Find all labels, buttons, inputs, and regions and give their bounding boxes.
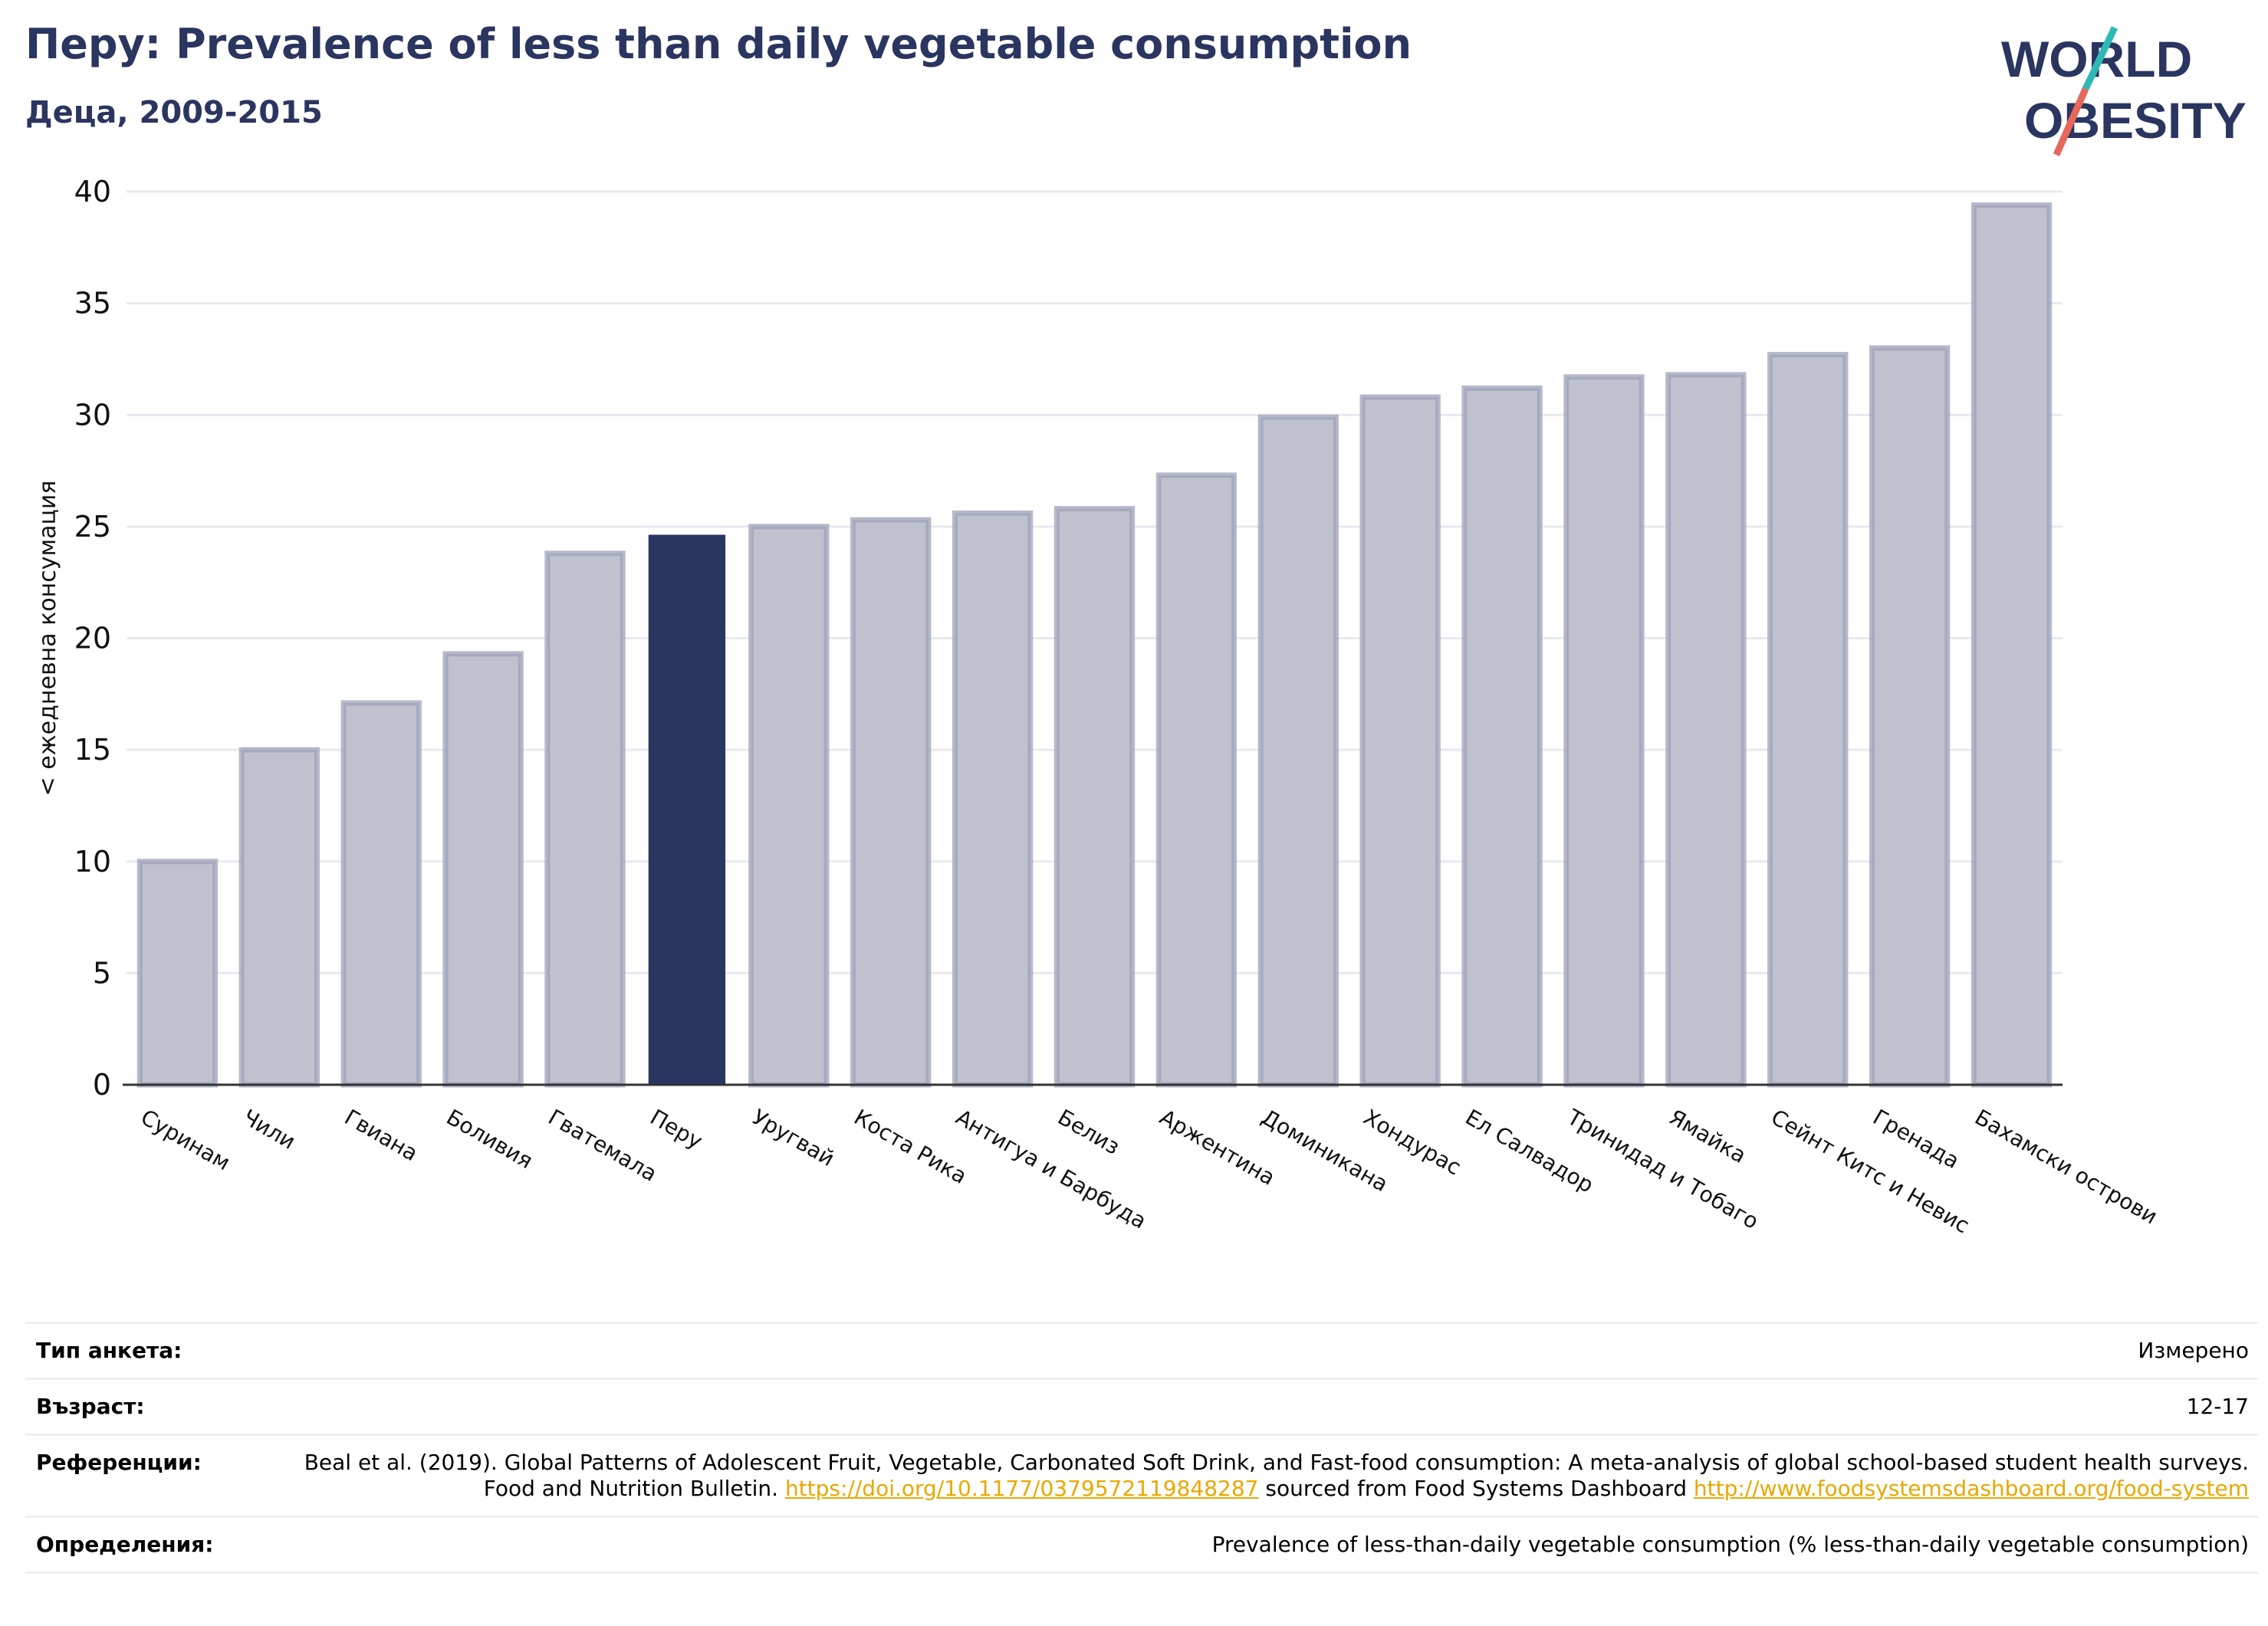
y-tick-label: 25 <box>74 510 111 544</box>
metadata-value-text: sourced from Food Systems Dashboard <box>1258 1476 1694 1501</box>
x-tick-label: Гватемала <box>544 1104 662 1186</box>
x-tick-label: Коста Рика <box>850 1104 971 1189</box>
x-tick-label: Боливия <box>442 1104 537 1174</box>
bar <box>136 859 219 1088</box>
y-tick-label: 0 <box>93 1068 111 1102</box>
metadata-value-text: Beal et al. (2019). Global Patterns of A… <box>304 1450 2249 1501</box>
metadata-label: Определения: <box>36 1532 214 1557</box>
bar <box>1359 394 1441 1088</box>
bar <box>1665 372 1747 1088</box>
y-tick-label: 40 <box>74 175 111 209</box>
bar-highlighted <box>648 534 726 1086</box>
metadata-value: 12-17 <box>2187 1394 2249 1420</box>
bar <box>1155 472 1238 1088</box>
bar <box>1461 385 1543 1088</box>
bar <box>340 700 422 1088</box>
y-tick-label: 15 <box>74 733 111 767</box>
y-axis-label: < ежедневна консумация <box>35 481 61 797</box>
x-tick-label: Суринам <box>136 1104 235 1175</box>
metadata-value: Beal et al. (2019). Global Patterns of A… <box>266 1450 2249 1502</box>
bar <box>238 747 320 1088</box>
bar <box>1971 202 2053 1088</box>
metadata-label: Референции: <box>36 1450 202 1475</box>
x-tick-label: Ямайка <box>1665 1104 1750 1168</box>
metadata-label: Възраст: <box>36 1394 145 1419</box>
page-title: Перу: Prevalence of less than daily vege… <box>25 20 1412 68</box>
metadata-value: Prevalence of less-than-daily vegetable … <box>1212 1532 2249 1558</box>
y-tick-label: 30 <box>74 398 111 432</box>
x-tick-label: Гвиана <box>340 1104 422 1166</box>
metadata-row: Тип анкета: Измерено <box>25 1322 2258 1378</box>
metadata-table: Тип анкета: Измерено Възраст: 12-17 Референц… <box>25 1322 2258 1574</box>
x-tick-label: Бахамски острови <box>1971 1104 2162 1229</box>
bar <box>1563 374 1645 1088</box>
x-tick-label: Антигуа и Барбуда <box>952 1104 1151 1233</box>
reference-link[interactable]: https://doi.org/10.1177/0379572119848287 <box>784 1476 1259 1501</box>
metadata-row: Определения: Prevalence of less-than-dail… <box>25 1516 2258 1574</box>
y-tick-label: 10 <box>74 845 111 879</box>
x-tick-label: Перу <box>646 1104 706 1154</box>
bar <box>1767 352 1849 1088</box>
metadata-value-text: Prevalence of less-than-daily vegetable … <box>1211 1532 2249 1557</box>
metadata-value: Измерено <box>2138 1338 2249 1364</box>
bar <box>1053 506 1136 1088</box>
x-tick-label: Уругвай <box>748 1104 839 1171</box>
metadata-row: Възраст: 12-17 <box>25 1378 2258 1434</box>
bar <box>442 651 524 1088</box>
metadata-value-text: Измерено <box>2138 1338 2249 1363</box>
page-subtitle: Деца, 2009-2015 <box>25 95 323 130</box>
bar <box>1869 345 1951 1088</box>
metadata-row: Референции: Beal et al. (2019). Global Pa… <box>25 1434 2258 1516</box>
y-tick-label: 35 <box>74 287 111 320</box>
bar <box>544 550 626 1088</box>
x-tick-label: Тринидад и Тобаго <box>1563 1104 1763 1234</box>
metadata-label: Тип анкета: <box>36 1338 182 1363</box>
bar <box>952 510 1034 1088</box>
bar-chart: 0 5 10 15 20 25 30 35 40 < ежедневна консумация Су… <box>35 175 2162 1238</box>
y-tick-label: 5 <box>93 956 111 990</box>
reference-link[interactable]: http://www.foodsystemsdashboard.org/food… <box>1693 1476 2249 1501</box>
x-tick-label: Аржентина <box>1155 1104 1280 1190</box>
y-tick-label: 20 <box>74 622 111 655</box>
bar <box>1257 414 1339 1088</box>
metadata-value-text: 12-17 <box>2186 1394 2249 1419</box>
bar <box>850 517 932 1088</box>
bar <box>748 524 830 1088</box>
x-tick-label: Белиз <box>1053 1104 1124 1159</box>
world-obesity-logo: WORLD OBESITY <box>2001 26 2247 156</box>
x-tick-label: Чили <box>238 1104 300 1154</box>
